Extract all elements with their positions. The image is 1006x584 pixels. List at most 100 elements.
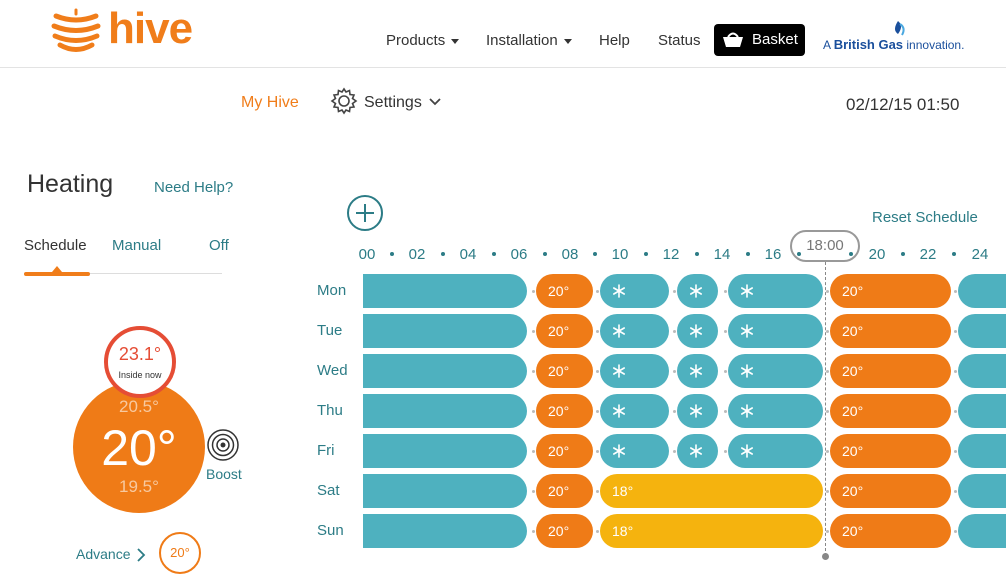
- schedule-slot-heat[interactable]: 20°: [830, 354, 951, 388]
- schedule-slot-frost[interactable]: [728, 314, 823, 348]
- slot-boundary-handle[interactable]: [954, 450, 957, 453]
- slot-boundary-handle[interactable]: [954, 370, 957, 373]
- slot-boundary-handle[interactable]: [596, 530, 599, 533]
- schedule-slot-heat[interactable]: 20°: [830, 314, 951, 348]
- tab-manual[interactable]: Manual: [112, 237, 162, 254]
- reset-schedule-link[interactable]: Reset Schedule: [872, 209, 978, 226]
- target-temperature-dial[interactable]: 20.5° 20° 19.5°: [73, 381, 205, 513]
- schedule-slot-heat[interactable]: 20°: [830, 394, 951, 428]
- boost-icon[interactable]: [206, 428, 240, 462]
- schedule-slot-heat[interactable]: 20°: [536, 354, 593, 388]
- schedule-slot-frost[interactable]: [363, 474, 527, 508]
- slot-boundary-handle[interactable]: [954, 490, 957, 493]
- temperature-up[interactable]: 20.5°: [119, 397, 159, 416]
- my-hive-link[interactable]: My Hive: [241, 94, 299, 111]
- slot-boundary-handle[interactable]: [596, 330, 599, 333]
- schedule-slot-frost[interactable]: [958, 314, 1006, 348]
- slot-boundary-handle[interactable]: [532, 490, 535, 493]
- temperature-down[interactable]: 19.5°: [119, 477, 159, 496]
- schedule-slot-frost[interactable]: [677, 314, 718, 348]
- hive-logo-icon[interactable]: [50, 8, 102, 56]
- schedule-slot-frost[interactable]: [363, 354, 527, 388]
- advance-temperature[interactable]: 20°: [159, 532, 201, 574]
- slot-boundary-handle[interactable]: [724, 330, 727, 333]
- slot-boundary-handle[interactable]: [724, 370, 727, 373]
- slot-boundary-handle[interactable]: [826, 330, 829, 333]
- schedule-slot-heat[interactable]: 20°: [536, 274, 593, 308]
- schedule-slot-frost[interactable]: [600, 314, 669, 348]
- schedule-slot-frost[interactable]: [600, 354, 669, 388]
- boost-button[interactable]: Boost: [206, 466, 242, 482]
- schedule-slot-frost[interactable]: [728, 394, 823, 428]
- nav-status[interactable]: Status: [658, 32, 701, 49]
- slot-boundary-handle[interactable]: [596, 410, 599, 413]
- british-gas-brand[interactable]: A British Gas innovation.: [823, 37, 964, 52]
- schedule-slot-frost[interactable]: [600, 394, 669, 428]
- chevron-right-icon[interactable]: [136, 548, 146, 562]
- schedule-slot-heat[interactable]: 20°: [830, 274, 951, 308]
- chevron-down-icon[interactable]: [429, 97, 441, 107]
- nav-products[interactable]: Products: [386, 32, 460, 50]
- slot-boundary-handle[interactable]: [954, 330, 957, 333]
- slot-boundary-handle[interactable]: [532, 370, 535, 373]
- slot-boundary-handle[interactable]: [826, 530, 829, 533]
- slot-boundary-handle[interactable]: [826, 410, 829, 413]
- slot-boundary-handle[interactable]: [596, 370, 599, 373]
- nav-help[interactable]: Help: [599, 32, 630, 49]
- slot-boundary-handle[interactable]: [532, 450, 535, 453]
- slot-boundary-handle[interactable]: [532, 330, 535, 333]
- schedule-slot-heat[interactable]: 20°: [536, 394, 593, 428]
- schedule-slot-comfort[interactable]: 18°: [600, 474, 823, 508]
- slot-boundary-handle[interactable]: [673, 370, 676, 373]
- slot-boundary-handle[interactable]: [673, 330, 676, 333]
- schedule-slot-frost[interactable]: [363, 274, 527, 308]
- slot-boundary-handle[interactable]: [724, 290, 727, 293]
- slot-boundary-handle[interactable]: [724, 410, 727, 413]
- basket-button[interactable]: Basket: [714, 24, 805, 56]
- slot-boundary-handle[interactable]: [673, 410, 676, 413]
- schedule-slot-frost[interactable]: [363, 394, 527, 428]
- schedule-slot-frost[interactable]: [677, 274, 718, 308]
- schedule-slot-frost[interactable]: [677, 394, 718, 428]
- schedule-slot-heat[interactable]: 20°: [536, 514, 593, 548]
- tab-off[interactable]: Off: [209, 237, 229, 254]
- slot-boundary-handle[interactable]: [532, 290, 535, 293]
- schedule-slot-frost[interactable]: [958, 434, 1006, 468]
- gear-icon[interactable]: [330, 87, 358, 115]
- schedule-slot-frost[interactable]: [363, 434, 527, 468]
- tab-schedule[interactable]: Schedule: [24, 237, 87, 254]
- schedule-slot-frost[interactable]: [958, 354, 1006, 388]
- advance-button[interactable]: Advance: [76, 546, 131, 562]
- schedule-slot-frost[interactable]: [363, 514, 527, 548]
- schedule-slot-frost[interactable]: [600, 434, 669, 468]
- nav-installation[interactable]: Installation: [486, 32, 572, 50]
- slot-boundary-handle[interactable]: [826, 290, 829, 293]
- schedule-slot-heat[interactable]: 20°: [830, 474, 951, 508]
- slot-boundary-handle[interactable]: [596, 290, 599, 293]
- schedule-slot-frost[interactable]: [958, 474, 1006, 508]
- slot-boundary-handle[interactable]: [532, 530, 535, 533]
- schedule-slot-frost[interactable]: [728, 354, 823, 388]
- add-schedule-button[interactable]: [347, 195, 383, 231]
- settings-menu[interactable]: Settings: [364, 94, 422, 111]
- slot-boundary-handle[interactable]: [673, 450, 676, 453]
- schedule-slot-frost[interactable]: [677, 434, 718, 468]
- schedule-slot-heat[interactable]: 20°: [536, 434, 593, 468]
- schedule-slot-frost[interactable]: [600, 274, 669, 308]
- schedule-slot-frost[interactable]: [728, 274, 823, 308]
- schedule-slot-frost[interactable]: [728, 434, 823, 468]
- slot-boundary-handle[interactable]: [954, 530, 957, 533]
- slot-boundary-handle[interactable]: [826, 450, 829, 453]
- schedule-slot-frost[interactable]: [958, 394, 1006, 428]
- slot-boundary-handle[interactable]: [596, 450, 599, 453]
- slot-boundary-handle[interactable]: [826, 490, 829, 493]
- slot-boundary-handle[interactable]: [954, 410, 957, 413]
- slot-boundary-handle[interactable]: [596, 490, 599, 493]
- slot-boundary-handle[interactable]: [724, 450, 727, 453]
- slot-boundary-handle[interactable]: [673, 290, 676, 293]
- schedule-slot-frost[interactable]: [363, 314, 527, 348]
- schedule-slot-heat[interactable]: 20°: [830, 434, 951, 468]
- slot-boundary-handle[interactable]: [826, 370, 829, 373]
- schedule-slot-comfort[interactable]: 18°: [600, 514, 823, 548]
- need-help-link[interactable]: Need Help?: [154, 179, 234, 196]
